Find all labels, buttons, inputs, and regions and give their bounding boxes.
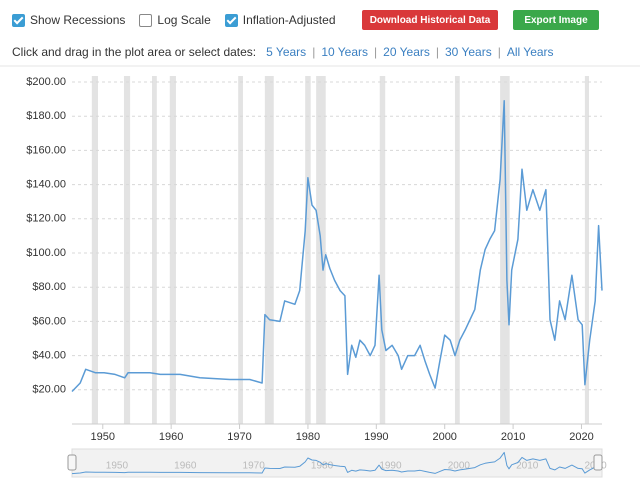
checkbox-label[interactable]: Log Scale [157, 13, 211, 27]
y-tick-label: $120.00 [26, 213, 66, 225]
y-tick-label: $80.00 [32, 281, 66, 293]
recession-band [169, 76, 176, 424]
navigator-label: 2010 [516, 461, 539, 472]
checkbox[interactable]: Log Scale [139, 13, 211, 27]
y-tick-label: $140.00 [26, 179, 66, 191]
export-button[interactable]: Export Image [513, 10, 599, 30]
recession-band [379, 76, 386, 424]
recession-band [238, 76, 243, 424]
date-link[interactable]: 30 Years [445, 45, 492, 59]
link-separator: | [435, 45, 439, 59]
date-prompt: Click and drag in the plot area or selec… [12, 45, 257, 59]
checkbox[interactable]: Show Recessions [12, 13, 125, 27]
navigator-handle[interactable] [593, 454, 603, 471]
navigator-handle[interactable] [67, 454, 77, 471]
checkbox[interactable]: Inflation-Adjusted [224, 13, 336, 27]
x-tick-label: 1990 [364, 431, 388, 443]
navigator-line [71, 451, 603, 475]
navigator-label: 1950 [106, 461, 129, 472]
navigator-label: 1960 [174, 461, 197, 472]
checkbox-row: Show Recessions Log Scale Inflation-Adjust… [12, 13, 350, 27]
y-tick-label: $100.00 [26, 247, 66, 259]
checkbox-box[interactable] [224, 13, 238, 27]
x-tick-label: 1950 [91, 431, 115, 443]
recession-band [264, 76, 274, 424]
x-tick-label: 2020 [569, 431, 593, 443]
recession-band [454, 76, 460, 424]
x-tick-label: 1970 [227, 431, 251, 443]
checkbox-box[interactable] [12, 13, 25, 27]
x-tick-label: 2000 [432, 431, 456, 443]
link-separator: | [312, 45, 316, 59]
recession-band [91, 76, 98, 424]
date-row: Click and drag in the plot area or selec… [12, 45, 560, 59]
y-tick-label: $60.00 [32, 315, 66, 327]
date-link[interactable]: 5 Years [266, 45, 307, 59]
recession-band [123, 76, 131, 424]
y-tick-label: $200.00 [26, 76, 66, 88]
recession-band [152, 76, 157, 424]
navigator-label: 1970 [243, 461, 266, 472]
checkbox-label[interactable]: Inflation-Adjusted [242, 13, 336, 27]
x-tick-label: 1960 [159, 431, 183, 443]
navigator-label: 1990 [379, 461, 402, 472]
navigator-label: 2000 [448, 461, 471, 472]
price-line [71, 100, 603, 393]
recession-band [500, 76, 510, 424]
y-tick-label: $180.00 [26, 110, 66, 122]
recession-band [584, 76, 590, 424]
date-link[interactable]: 20 Years [383, 45, 430, 59]
checkbox-box[interactable] [139, 13, 153, 27]
link-separator: | [497, 45, 501, 59]
x-tick-label: 2010 [501, 431, 525, 443]
x-tick-label: 1980 [296, 431, 320, 443]
y-tick-label: $160.00 [26, 144, 66, 156]
download-button[interactable]: Download Historical Data [362, 10, 498, 30]
link-separator: | [374, 45, 378, 59]
y-tick-label: $40.00 [32, 350, 66, 362]
recession-band [305, 76, 311, 424]
date-link[interactable]: 10 Years [321, 45, 369, 59]
y-tick-label: $20.00 [32, 384, 66, 396]
checkbox-label[interactable]: Show Recessions [30, 13, 126, 27]
navigator-label: 1980 [311, 461, 334, 472]
date-link[interactable]: All Years [506, 45, 554, 59]
